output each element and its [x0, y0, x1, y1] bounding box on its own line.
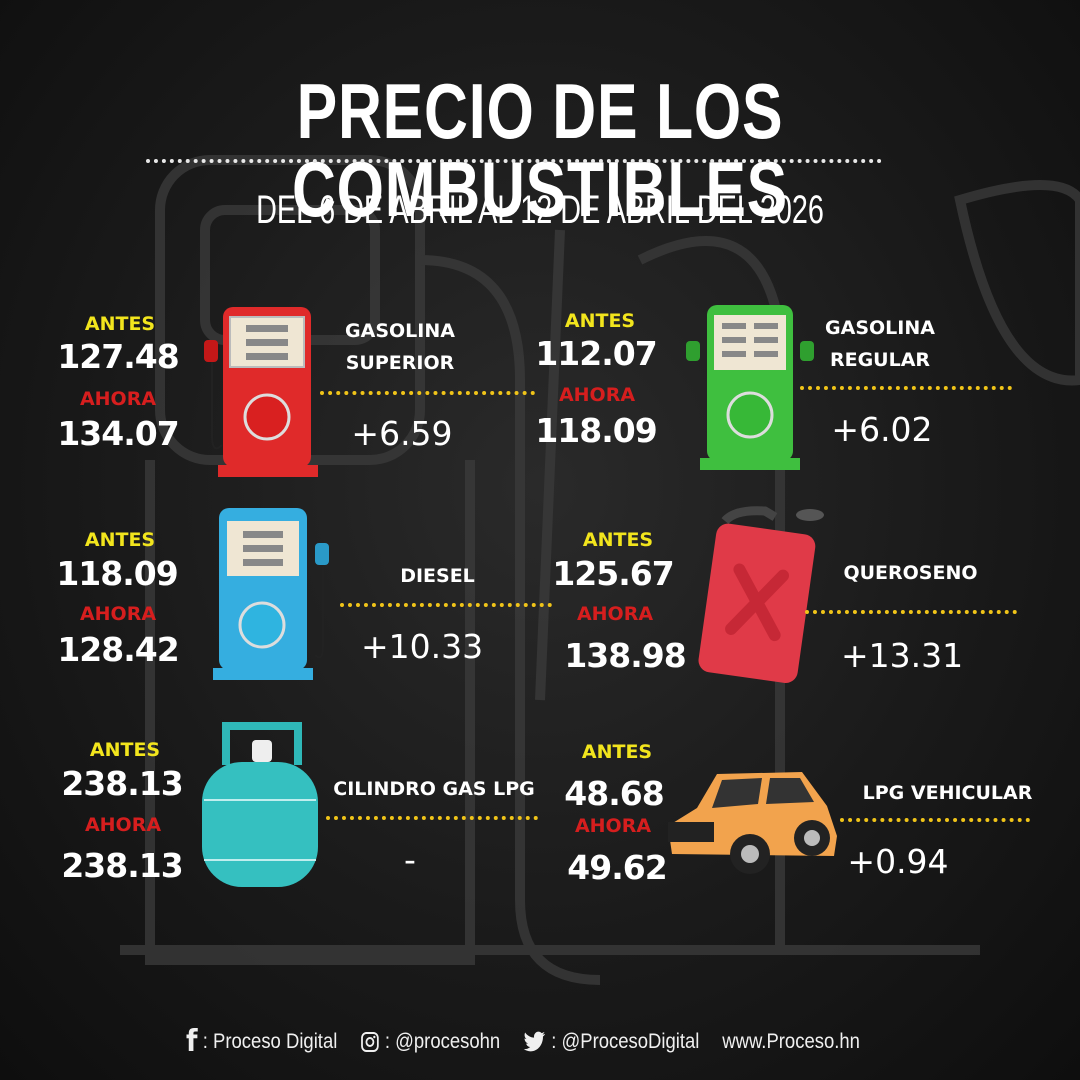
- now-price: 128.42: [57, 630, 179, 669]
- facebook-icon: f: [186, 1024, 198, 1059]
- title-divider: [146, 159, 882, 163]
- now-price: 118.09: [535, 411, 657, 450]
- price-change: +13.31: [840, 636, 964, 675]
- now-label: AHORA: [79, 603, 157, 625]
- fuel-name: QUEROSENO: [843, 562, 978, 584]
- before-price: 118.09: [56, 554, 178, 593]
- social-footer: f : Proceso Digital : @procesohn : @Proc…: [186, 1024, 860, 1059]
- fuel-name: GASOLINA SUPERIOR: [345, 320, 455, 374]
- dotted-divider: [805, 610, 1017, 614]
- dotted-divider: [320, 391, 535, 395]
- fuel-name: LPG VEHICULAR: [862, 782, 1033, 804]
- before-price: 127.48: [57, 337, 179, 376]
- green-fuel-pump-icon: [686, 305, 814, 470]
- website-link[interactable]: www.Proceso.hn: [722, 1029, 860, 1053]
- before-label: ANTES: [581, 741, 653, 763]
- instagram-handle[interactable]: : @procesohn: [384, 1029, 501, 1053]
- instagram-icon: [361, 1031, 379, 1052]
- page-title: PRECIO DE LOS COMBUSTIBLES: [291, 67, 789, 233]
- fuel-name: CILINDRO GAS LPG: [333, 778, 535, 800]
- before-price: 112.07: [535, 334, 657, 373]
- gas-cylinder-icon: [202, 722, 318, 887]
- price-change: +6.59: [351, 414, 453, 453]
- fuel-name: DIESEL: [400, 565, 475, 587]
- before-label: ANTES: [84, 529, 156, 551]
- facebook-handle[interactable]: : Proceso Digital: [202, 1029, 338, 1053]
- price-change: +0.94: [847, 842, 949, 881]
- red-fuel-pump-icon: [204, 307, 318, 477]
- price-change: +10.33: [360, 627, 484, 666]
- dotted-divider: [800, 386, 1012, 390]
- before-price: 48.68: [564, 774, 664, 813]
- now-label: AHORA: [558, 384, 636, 406]
- now-label: AHORA: [84, 814, 162, 836]
- before-label: ANTES: [89, 739, 161, 761]
- before-label: ANTES: [564, 310, 636, 332]
- blue-fuel-pump-icon: [213, 508, 329, 680]
- now-label: AHORA: [574, 815, 652, 837]
- date-range: DEL 6 DE ABRIL AL 12 DE ABRIL DEL 2026: [256, 188, 824, 232]
- now-label: AHORA: [79, 388, 157, 410]
- fuel-name: GASOLINA REGULAR: [825, 317, 935, 371]
- twitter-icon: [523, 1031, 546, 1051]
- before-price: 125.67: [552, 554, 674, 593]
- twitter-handle[interactable]: : @ProcesoDigital: [551, 1029, 700, 1053]
- before-label: ANTES: [582, 529, 654, 551]
- car-icon: [668, 772, 837, 874]
- now-price: 134.07: [57, 414, 179, 453]
- now-price: 238.13: [61, 846, 183, 885]
- dotted-divider: [840, 818, 1030, 822]
- now-label: AHORA: [576, 603, 654, 625]
- price-change: +6.02: [831, 410, 933, 449]
- red-jerrycan-icon: [698, 506, 824, 683]
- now-price: 49.62: [567, 848, 667, 887]
- before-label: ANTES: [84, 313, 156, 335]
- dotted-divider: [326, 816, 538, 820]
- price-change: -: [404, 840, 416, 879]
- dotted-divider: [340, 603, 552, 607]
- now-price: 138.98: [564, 636, 686, 675]
- before-price: 238.13: [61, 764, 183, 803]
